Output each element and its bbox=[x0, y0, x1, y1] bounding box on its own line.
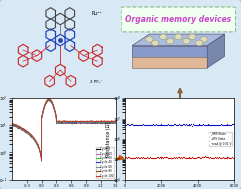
HRS State bbox=[232, 123, 235, 125]
LRS State bbox=[149, 156, 152, 159]
Text: Organic memory devices: Organic memory devices bbox=[125, 15, 231, 24]
FancyBboxPatch shape bbox=[121, 7, 236, 32]
Polygon shape bbox=[132, 46, 207, 57]
HRS State bbox=[170, 124, 173, 126]
Circle shape bbox=[175, 34, 182, 40]
LRS State bbox=[232, 156, 235, 159]
Legend: Cycle 1, Cycle 10, Cycle 20, Cycle 40, Cycle 60, Cycle 80, Cycle 100: Cycle 1, Cycle 10, Cycle 20, Cycle 40, C… bbox=[96, 146, 114, 178]
Text: 2 PF₆⁻: 2 PF₆⁻ bbox=[90, 80, 103, 84]
Circle shape bbox=[188, 34, 196, 40]
Circle shape bbox=[152, 40, 159, 46]
HRS State bbox=[226, 123, 229, 125]
Polygon shape bbox=[132, 57, 207, 68]
LRS State bbox=[135, 156, 138, 159]
Polygon shape bbox=[207, 34, 225, 68]
LRS State bbox=[192, 157, 194, 159]
HRS State bbox=[227, 124, 230, 126]
Circle shape bbox=[183, 38, 190, 44]
Line: LRS State: LRS State bbox=[125, 156, 234, 159]
LRS State bbox=[228, 157, 231, 160]
Circle shape bbox=[160, 34, 167, 40]
HRS State bbox=[193, 124, 195, 126]
LRS State bbox=[170, 156, 173, 159]
LRS State bbox=[226, 156, 229, 158]
LRS State bbox=[124, 157, 127, 159]
Line: HRS State: HRS State bbox=[125, 123, 234, 126]
HRS State bbox=[124, 123, 127, 126]
LRS State bbox=[203, 155, 206, 157]
Circle shape bbox=[200, 37, 208, 42]
Legend: HRS State, LRS State, read @ 0.01 V: HRS State, LRS State, read @ 0.01 V bbox=[209, 132, 232, 146]
LRS State bbox=[197, 156, 200, 158]
HRS State bbox=[191, 125, 194, 127]
Y-axis label: Resistance (Ω): Resistance (Ω) bbox=[106, 121, 111, 156]
Circle shape bbox=[195, 40, 203, 46]
Circle shape bbox=[146, 37, 153, 42]
Polygon shape bbox=[132, 34, 225, 46]
HRS State bbox=[198, 123, 201, 125]
HRS State bbox=[135, 123, 138, 126]
HRS State bbox=[149, 124, 152, 126]
Text: Ru²⁺: Ru²⁺ bbox=[92, 11, 103, 16]
Circle shape bbox=[167, 38, 174, 44]
